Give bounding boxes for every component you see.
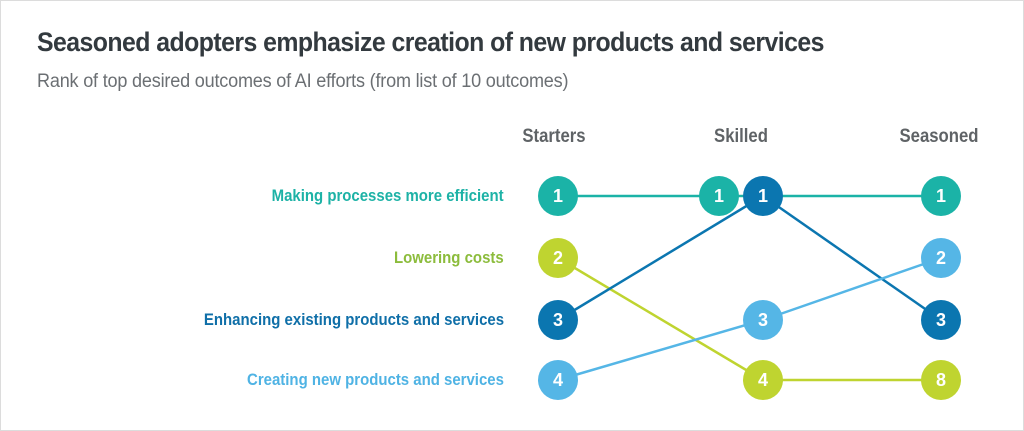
- line-creating-b: [762, 256, 942, 322]
- svg-text:1: 1: [758, 186, 768, 206]
- row-label-lowering-costs: Lowering costs: [394, 248, 504, 267]
- svg-text:2: 2: [553, 248, 563, 268]
- chart-title: Seasoned adopters emphasize creation of …: [37, 27, 824, 57]
- svg-text:1: 1: [714, 186, 724, 206]
- node-starters-creating: 4: [538, 360, 578, 400]
- svg-text:4: 4: [758, 370, 768, 390]
- node-seasoned-costs: 8: [921, 360, 961, 400]
- svg-text:3: 3: [758, 310, 768, 330]
- chart-subtitle: Rank of top desired outcomes of AI effor…: [37, 71, 569, 92]
- node-seasoned-creating: 2: [921, 238, 961, 278]
- svg-text:3: 3: [936, 310, 946, 330]
- row-label-efficient: Making processes more efficient: [272, 186, 504, 205]
- node-starters-enhancing: 3: [538, 300, 578, 340]
- svg-text:1: 1: [553, 186, 563, 206]
- column-header-seasoned: Seasoned: [899, 126, 979, 147]
- svg-text:2: 2: [936, 248, 946, 268]
- column-header-starters: Starters: [522, 126, 586, 147]
- node-seasoned-enhancing: 3: [921, 300, 961, 340]
- node-skilled-creating: 3: [743, 300, 783, 340]
- node-skilled-efficient: 1: [699, 176, 739, 216]
- node-starters-costs: 2: [538, 238, 578, 278]
- svg-text:1: 1: [936, 186, 946, 206]
- line-creating-a: [557, 318, 764, 382]
- row-label-creating: Creating new products and services: [247, 370, 504, 389]
- node-skilled-enhancing: 1: [743, 176, 783, 216]
- row-label-enhancing: Enhancing existing products and services: [203, 310, 504, 329]
- line-enhancing-a: [557, 194, 764, 322]
- svg-text:3: 3: [553, 310, 563, 330]
- node-seasoned-efficient: 1: [921, 176, 961, 216]
- node-skilled-costs: 4: [743, 360, 783, 400]
- line-costs-a: [557, 256, 764, 382]
- line-enhancing-b: [762, 194, 942, 322]
- connector-lines: [557, 194, 942, 382]
- svg-text:8: 8: [936, 370, 946, 390]
- node-starters-efficient: 1: [538, 176, 578, 216]
- column-header-skilled: Skilled: [714, 126, 768, 147]
- svg-text:4: 4: [553, 370, 563, 390]
